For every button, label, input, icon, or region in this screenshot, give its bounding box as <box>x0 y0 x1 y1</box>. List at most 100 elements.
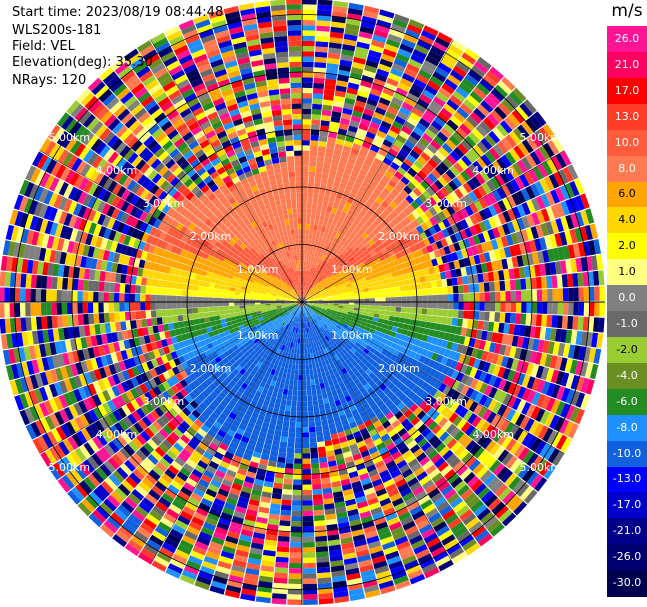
velocity-gate <box>354 51 368 60</box>
velocity-gate <box>520 361 530 374</box>
velocity-gate <box>316 561 330 568</box>
velocity-gate <box>448 44 464 57</box>
velocity-gate <box>387 221 396 230</box>
velocity-gate <box>550 369 560 384</box>
velocity-gate <box>567 244 576 259</box>
velocity-gate <box>496 187 507 200</box>
velocity-gate <box>366 209 374 217</box>
velocity-gate <box>320 125 330 132</box>
velocity-gate <box>370 192 379 201</box>
velocity-gate <box>476 157 488 170</box>
velocity-gate <box>479 302 485 311</box>
velocity-gate <box>313 77 325 84</box>
velocity-gate <box>293 353 297 360</box>
velocity-gate <box>589 363 599 380</box>
velocity-gate <box>390 67 404 78</box>
velocity-gate <box>335 274 342 280</box>
velocity-gate <box>317 198 324 205</box>
velocity-gate <box>491 332 499 343</box>
velocity-gate <box>308 171 316 178</box>
velocity-gate <box>340 255 347 262</box>
velocity-gate <box>424 128 437 140</box>
velocity-gate <box>363 108 375 117</box>
velocity-gate <box>365 131 376 140</box>
velocity-gate <box>565 329 573 344</box>
velocity-gate <box>332 202 340 210</box>
velocity-gate <box>460 208 470 219</box>
velocity-gate <box>340 177 349 185</box>
velocity-gate <box>379 228 387 236</box>
velocity-gate <box>412 187 422 197</box>
velocity-gate <box>435 240 444 250</box>
velocity-gate <box>458 82 473 95</box>
velocity-gate <box>312 245 317 252</box>
velocity-gate <box>431 258 439 267</box>
velocity-gate <box>289 379 294 386</box>
velocity-gate <box>440 107 453 119</box>
velocity-gate <box>413 242 422 251</box>
velocity-gate <box>298 364 302 370</box>
velocity-gate <box>353 56 366 65</box>
velocity-gate <box>434 272 442 281</box>
velocity-gate <box>367 256 375 263</box>
velocity-gate <box>458 240 466 250</box>
velocity-gate <box>505 302 511 313</box>
velocity-gate <box>422 89 435 100</box>
velocity-gate <box>508 91 523 106</box>
velocity-gate <box>378 125 390 135</box>
velocity-gate <box>414 197 424 207</box>
velocity-gate <box>302 296 304 302</box>
velocity-gate <box>327 136 337 144</box>
velocity-gate <box>312 483 322 490</box>
velocity-gate <box>501 333 509 345</box>
velocity-gate <box>449 150 461 162</box>
velocity-gate <box>391 326 398 333</box>
velocity-gate <box>333 148 342 156</box>
velocity-gate <box>373 78 386 88</box>
velocity-gate <box>290 411 297 417</box>
velocity-gate <box>417 155 428 166</box>
velocity-gate <box>328 228 334 236</box>
velocity-gate <box>343 102 354 111</box>
velocity-gate <box>302 291 305 297</box>
velocity-gate <box>483 341 492 352</box>
velocity-gate <box>589 302 595 317</box>
velocity-gate <box>575 195 585 211</box>
velocity-gate <box>438 146 450 158</box>
velocity-gate <box>332 306 339 310</box>
velocity-gate <box>493 322 500 333</box>
velocity-gate <box>315 35 329 43</box>
velocity-gate <box>375 153 386 162</box>
velocity-gate <box>295 432 302 438</box>
velocity-gate <box>411 264 418 272</box>
velocity-gate <box>408 58 423 69</box>
velocity-gate <box>441 279 448 287</box>
velocity-gate <box>383 225 392 233</box>
velocity-gate <box>486 261 493 272</box>
velocity-gate <box>307 299 313 302</box>
velocity-gate <box>415 283 422 290</box>
velocity-gate <box>378 314 385 320</box>
velocity-gate <box>530 364 540 377</box>
velocity-gate <box>314 257 319 263</box>
velocity-gate <box>580 331 588 346</box>
velocity-gate <box>292 484 302 491</box>
velocity-gate <box>503 168 515 182</box>
velocity-gate <box>471 128 484 141</box>
velocity-gate <box>510 290 517 302</box>
velocity-gate <box>274 567 289 574</box>
velocity-gate <box>342 218 349 225</box>
velocity-gate <box>495 291 501 302</box>
velocity-gate <box>567 164 579 180</box>
velocity-gate <box>295 359 299 365</box>
velocity-gate <box>350 115 362 123</box>
velocity-gate <box>445 48 461 61</box>
velocity-gate <box>317 577 332 584</box>
velocity-gate <box>537 251 545 264</box>
velocity-gate <box>344 245 351 252</box>
velocity-gate <box>574 360 583 376</box>
velocity-gate <box>517 124 530 139</box>
velocity-gate <box>565 259 573 274</box>
velocity-gate <box>418 34 434 46</box>
velocity-gate <box>311 285 316 291</box>
